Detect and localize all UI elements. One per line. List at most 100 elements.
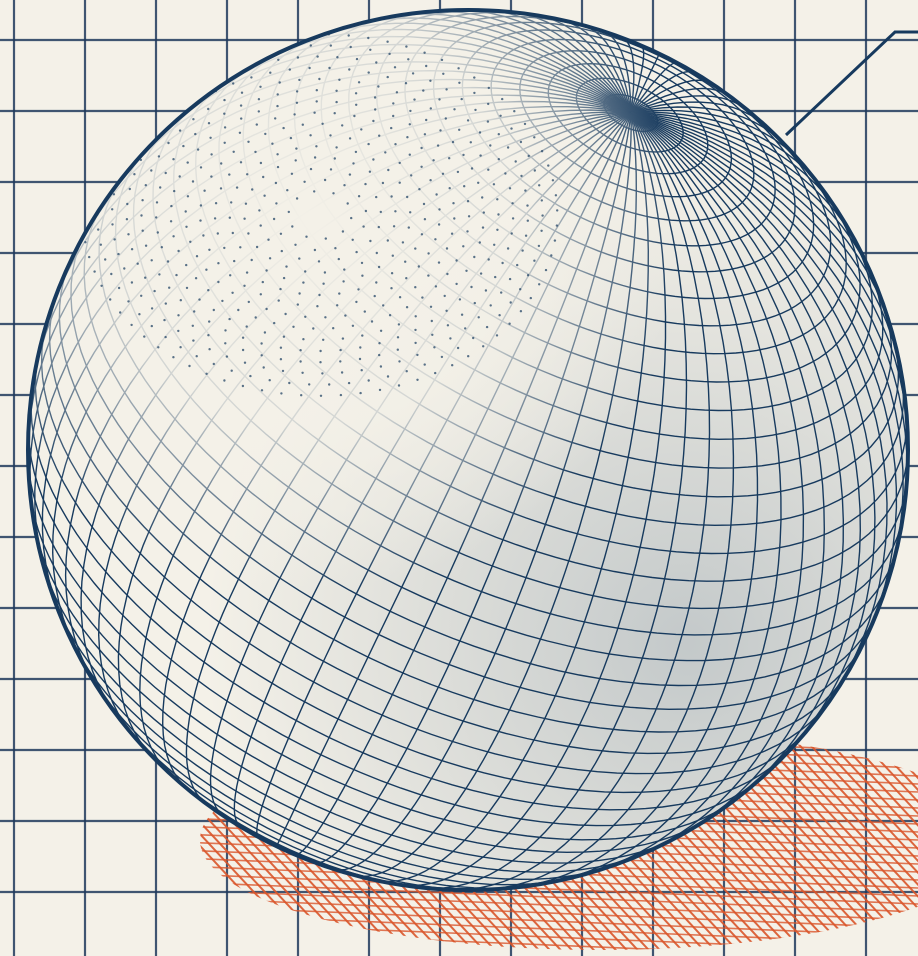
stipple-dot — [520, 174, 523, 178]
stipple-dot — [278, 81, 281, 84]
stipple-dot — [375, 61, 378, 64]
stipple-dot — [110, 272, 113, 276]
stipple-dot — [364, 182, 367, 186]
stipple-dot — [429, 179, 432, 182]
stipple-dot — [299, 360, 302, 363]
stipple-dot — [513, 110, 516, 113]
stipple-dot — [355, 300, 358, 304]
stipple-dot — [526, 274, 530, 277]
stipple-dot — [448, 187, 451, 190]
stipple-dot — [228, 216, 231, 219]
stipple-dot — [296, 56, 300, 59]
stipple-dot — [321, 122, 324, 126]
stipple-dot — [172, 235, 175, 238]
stipple-dot — [123, 267, 126, 270]
stipple-dot — [117, 286, 121, 290]
stipple-dot — [487, 86, 490, 90]
stipple-dot — [96, 151, 99, 154]
stipple-dot — [472, 336, 475, 340]
stipple-dot — [81, 210, 84, 214]
stipple-dot — [302, 338, 305, 341]
stipple-dot — [104, 168, 107, 171]
stipple-dot — [386, 40, 389, 43]
shadow-hatch-line — [200, 889, 918, 921]
stipple-dot — [418, 188, 421, 191]
stipple-dot — [276, 93, 279, 96]
stipple-dot — [527, 154, 530, 158]
stipple-dot — [260, 354, 263, 357]
sphere-outline — [26, 8, 910, 892]
stipple-dot — [414, 328, 417, 332]
stipple-dot — [247, 232, 250, 235]
stipple-dot — [179, 299, 182, 302]
stipple-dot — [382, 304, 385, 307]
stipple-dot — [477, 181, 480, 184]
stipple-dot — [413, 98, 416, 101]
stipple-dot — [93, 270, 96, 273]
stipple-dot — [178, 129, 182, 132]
stipple-dot — [150, 324, 153, 328]
stipple-dot — [384, 151, 387, 154]
shadow-hatch-line — [749, 730, 918, 950]
shadow-hatch-line — [200, 873, 918, 905]
stipple-dot — [445, 309, 448, 312]
stipple-dot — [434, 285, 438, 288]
stipple-dot — [465, 269, 468, 272]
stipple-dot — [186, 161, 189, 164]
stipple-dot — [210, 153, 213, 156]
stipple-dot — [334, 247, 337, 250]
stipple-dot — [355, 103, 358, 107]
stipple-dot — [407, 226, 410, 229]
stipple-dot — [169, 220, 173, 223]
stipple-dot — [304, 315, 307, 318]
stipple-dot — [235, 186, 239, 189]
stipple-dot — [540, 199, 543, 202]
stipple-dot — [473, 76, 476, 79]
stipple-dot — [240, 117, 243, 120]
stipple-dot — [344, 314, 347, 317]
stipple-dot — [304, 270, 307, 273]
stipple-dot — [474, 108, 477, 112]
stipple-dot — [364, 209, 368, 213]
stipple-dot — [178, 175, 181, 178]
shadow-hatch-line — [0, 680, 31, 956]
stipple-dot — [137, 136, 140, 139]
stipple-dot — [103, 137, 107, 140]
stipple-dot — [228, 317, 231, 321]
stipple-dot — [427, 252, 430, 255]
stipple-dot — [482, 345, 485, 348]
stipple-dot — [88, 255, 91, 259]
stipple-dot — [481, 226, 485, 229]
stipple-dot — [361, 334, 364, 337]
stipple-dot — [254, 316, 257, 319]
stipple-dot — [324, 237, 327, 240]
stipple-dot — [313, 111, 316, 114]
stipple-dot — [506, 146, 510, 149]
stipple-dot — [375, 195, 378, 199]
stipple-dot — [322, 282, 325, 285]
stipple-dot — [141, 199, 144, 202]
stipple-dot — [157, 346, 160, 349]
stipple-dot — [205, 372, 208, 375]
shadow-hatch-line — [0, 680, 75, 956]
stipple-dot — [267, 238, 270, 241]
stipple-dot — [196, 71, 200, 75]
stipple-dot — [178, 68, 181, 71]
stipple-dot — [151, 101, 155, 105]
stipple-dot — [241, 336, 245, 339]
shadow-hatch-line — [661, 730, 918, 950]
stipple-dot — [305, 235, 308, 238]
stipple-dot — [479, 272, 483, 275]
stipple-dot — [143, 335, 146, 338]
stipple-dot — [208, 348, 211, 351]
stipple-dot — [458, 298, 462, 301]
stipple-dot — [538, 184, 541, 187]
stipple-dot — [339, 393, 343, 397]
stipple-dot — [231, 291, 234, 294]
stipple-dot — [170, 204, 173, 208]
stipple-dot — [420, 233, 424, 236]
stipple-dot — [335, 146, 338, 149]
stipple-dot — [165, 90, 168, 94]
stipple-dot — [487, 258, 490, 261]
stipple-dot — [238, 131, 242, 134]
